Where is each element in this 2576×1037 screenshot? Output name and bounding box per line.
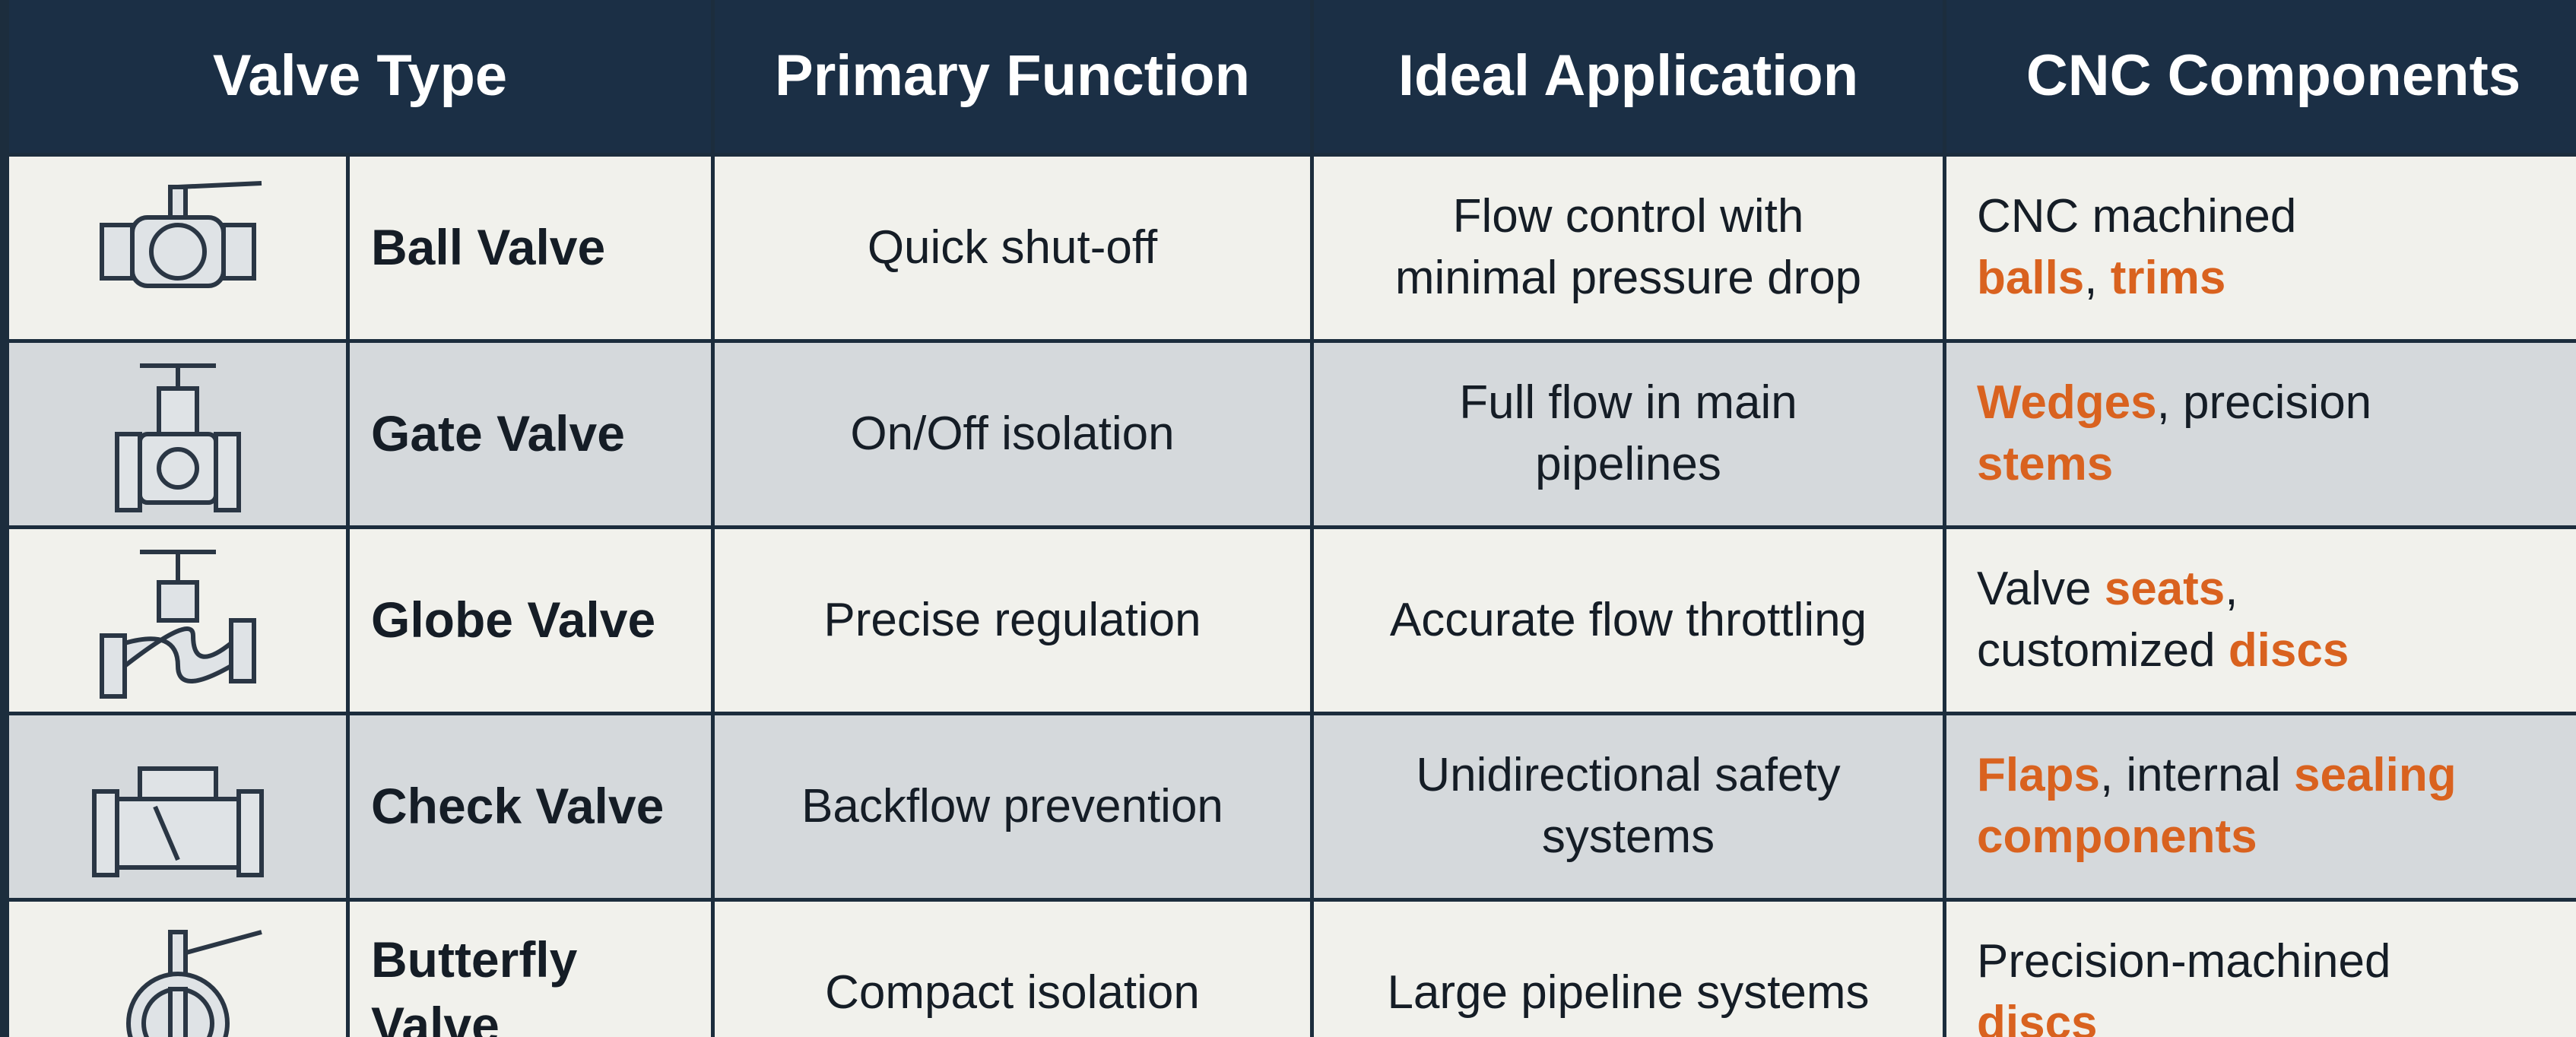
cell-line: Valve [371, 997, 500, 1037]
primary-function: Compact isolation [715, 902, 1310, 1037]
cell-line: Large pipeline systems [1387, 966, 1870, 1019]
cell-line: systems [1541, 810, 1715, 863]
component-line: Precision-machined [1977, 931, 2390, 993]
primary-function: On/Off isolation [715, 343, 1310, 525]
header-cell: Valve Type [9, 0, 711, 153]
ideal-application: Accurate flow throttling [1314, 529, 1943, 712]
component-highlight: components [1977, 810, 2257, 863]
icon-cell [9, 343, 346, 525]
valve-icon [99, 181, 262, 288]
component-line: discs [1977, 993, 2098, 1037]
primary-function: Quick shut-off [715, 157, 1310, 339]
cell-line: On/Off isolation [850, 407, 1175, 460]
component-line: stems [1977, 434, 2113, 496]
valve-icon [91, 766, 264, 877]
cell-line: minimal pressure drop [1394, 252, 1862, 304]
cell-line: Check Valve [371, 778, 665, 835]
component-highlight: Wedges [1977, 376, 2157, 430]
component-text: CNC machined [1977, 190, 2297, 243]
valve-name: Check Valve [350, 715, 711, 898]
ideal-application: Full flow in main pipelines [1314, 343, 1943, 525]
header-cell: Primary Function [715, 0, 1310, 153]
header-cell: CNC Components [1946, 0, 2576, 153]
cnc-components: Precision-machined discs [1946, 902, 2576, 1037]
component-line: Valve seats, [1977, 559, 2238, 620]
component-line: Flaps, internal sealing [1977, 745, 2457, 807]
ideal-application: Unidirectional safety systems [1314, 715, 1943, 898]
component-text: customized [1977, 624, 2229, 677]
cell-line: Precise regulation [823, 593, 1201, 646]
component-highlight: seats [2104, 563, 2225, 616]
component-line: customized discs [1977, 620, 2349, 682]
component-line: components [1977, 807, 2257, 868]
cnc-components: Flaps, internal sealing components [1946, 715, 2576, 898]
cell-line: Ball Valve [371, 219, 606, 276]
valve-name: Butterfly Valve [350, 902, 711, 1037]
component-text: Precision-machined [1977, 935, 2391, 988]
primary-function: Precise regulation [715, 529, 1310, 712]
primary-function: Backflow prevention [715, 715, 1310, 898]
component-highlight: stems [1977, 438, 2114, 490]
cnc-components: Valve seats, customized discs [1946, 529, 2576, 712]
component-highlight: trims [2110, 252, 2226, 304]
icon-cell [9, 157, 346, 339]
component-highlight: Flaps [1977, 749, 2100, 802]
cell-line: Backflow prevention [801, 779, 1223, 832]
component-line: Wedges, precision [1977, 373, 2371, 434]
cell-line: Accurate flow throttling [1389, 593, 1867, 646]
valve-name: Gate Valve [350, 343, 711, 525]
cell-line: Butterfly [371, 931, 578, 988]
icon-cell [9, 529, 346, 712]
cell-line: pipelines [1535, 438, 1721, 490]
cnc-components: Wedges, precision stems [1946, 343, 2576, 525]
cell-line: Gate Valve [371, 405, 625, 462]
cell-line: Globe Valve [371, 591, 656, 649]
header-cell: Ideal Application [1314, 0, 1943, 153]
ideal-application: Flow control with minimal pressure drop [1314, 157, 1943, 339]
cell-line: Compact isolation [825, 966, 1200, 1019]
component-text: , [2084, 252, 2111, 304]
icon-cell [9, 902, 346, 1037]
cell-line: Unidirectional safety [1416, 749, 1841, 802]
cell-line: Full flow in main [1459, 376, 1797, 430]
component-highlight: discs [2228, 624, 2349, 677]
cell-line: Flow control with [1452, 190, 1804, 243]
ideal-application: Large pipeline systems [1314, 902, 1943, 1037]
component-text: , internal [2099, 749, 2294, 802]
valve-icon [114, 363, 241, 512]
component-highlight: balls [1977, 252, 2085, 304]
component-text: , precision [2156, 376, 2372, 430]
component-line: balls, trims [1977, 248, 2225, 309]
cell-line: Quick shut-off [867, 220, 1158, 274]
valve-icon [125, 930, 262, 1037]
icon-cell [9, 715, 346, 898]
cnc-components: CNC machined balls, trims [1946, 157, 2576, 339]
component-text: , [2225, 563, 2238, 616]
valve-icon [99, 550, 256, 699]
valve-name: Globe Valve [350, 529, 711, 712]
component-highlight: discs [1977, 997, 2098, 1037]
component-text: Valve [1977, 563, 2105, 616]
component-highlight: sealing [2293, 749, 2457, 802]
valve-name: Ball Valve [350, 157, 711, 339]
component-line: CNC machined [1977, 186, 2296, 248]
